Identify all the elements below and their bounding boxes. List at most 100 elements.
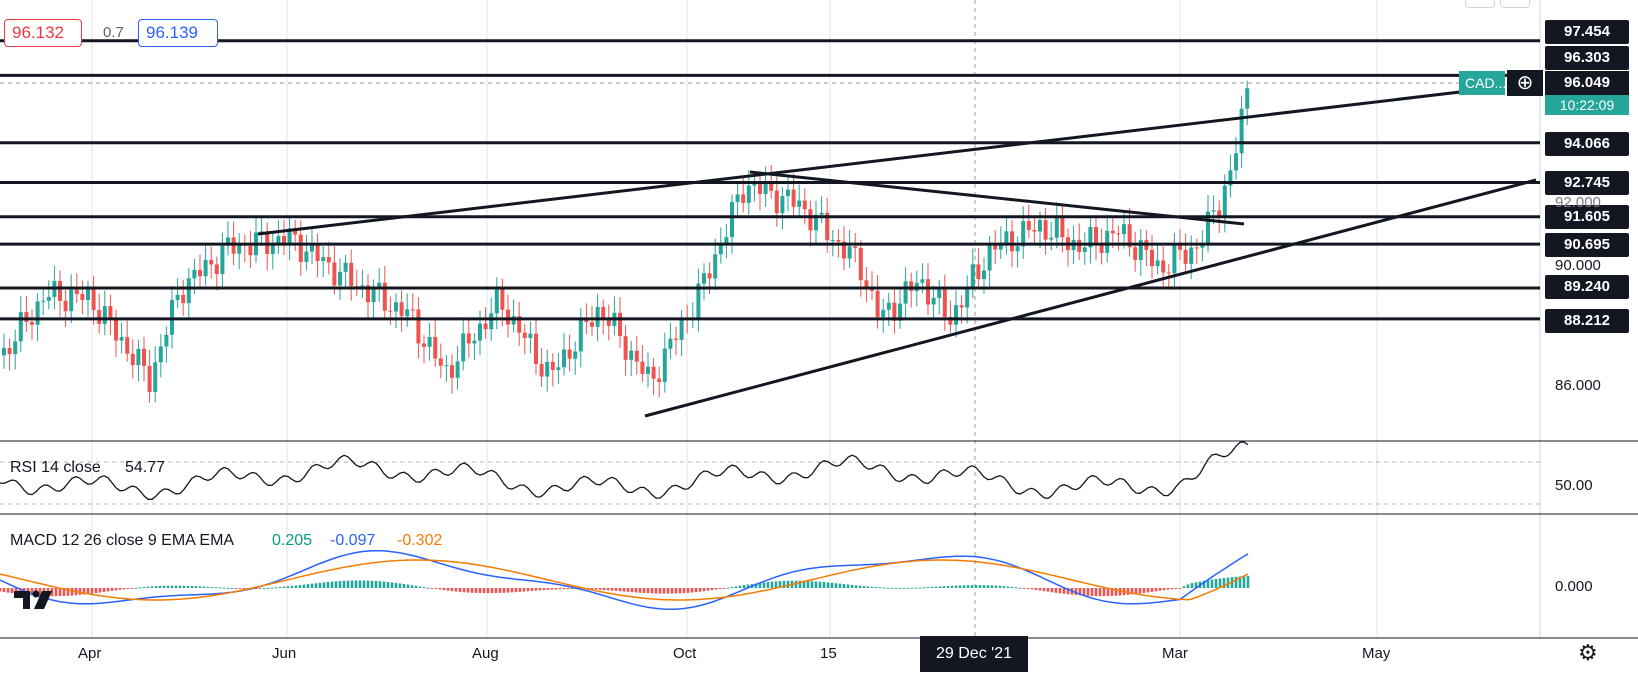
top-button-2[interactable]	[1500, 0, 1530, 8]
bid-price[interactable]: 96.132	[4, 19, 82, 47]
macd-histogram-bar	[1134, 588, 1138, 594]
macd-histogram-bar	[1046, 588, 1050, 592]
macd-histogram-bar	[6, 588, 10, 593]
candle-body	[1054, 218, 1059, 238]
candle-body	[483, 323, 488, 330]
candle-body	[662, 348, 667, 382]
macd-histogram-bar	[1246, 575, 1250, 588]
macd-histogram-bar	[430, 588, 434, 589]
macd-histogram-bar	[334, 581, 338, 588]
macd-histogram-bar	[746, 584, 750, 588]
x-axis-label: Jun	[272, 645, 297, 662]
rsi-pane	[0, 441, 1540, 505]
macd-histogram-bar	[390, 582, 394, 588]
candle-body	[153, 362, 158, 393]
macd-histogram-bar	[166, 585, 170, 588]
candle-body	[91, 288, 96, 311]
macd-histogram-bar	[562, 588, 566, 590]
macd-histogram-bar	[434, 588, 438, 589]
macd-histogram-bar	[1222, 577, 1226, 588]
candle-body	[735, 194, 740, 203]
macd-histogram-bar	[90, 588, 94, 594]
macd-histogram-bar	[986, 585, 990, 588]
macd-title[interactable]: MACD 12 26 close 9 EMA EMA	[10, 532, 235, 549]
candle-body	[970, 264, 975, 287]
macd-histogram-bar	[802, 580, 806, 588]
candle-body	[394, 302, 398, 312]
macd-histogram-bar	[826, 582, 830, 588]
macd-histogram-bar	[998, 585, 1002, 588]
macd-histogram-bar	[482, 588, 486, 594]
macd-histogram-bar	[834, 583, 838, 588]
macd-histogram-bar	[314, 583, 318, 588]
macd-histogram-bar	[242, 588, 246, 589]
macd-histogram-bar	[82, 588, 86, 595]
macd-histogram-bar	[142, 587, 146, 589]
macd-histogram-bar	[262, 587, 266, 589]
macd-histogram-bar	[226, 587, 230, 589]
macd-histogram-bar	[1234, 576, 1238, 588]
rsi-title[interactable]: RSI 14 close	[10, 459, 101, 476]
symbol-badge[interactable]: CAD...	[1459, 71, 1505, 95]
candle-body	[24, 312, 29, 322]
macd-histogram-bar	[710, 588, 714, 591]
candle-body	[1049, 237, 1054, 240]
level-label: 90.695	[1545, 233, 1629, 257]
level-label: 88.212	[1545, 309, 1629, 333]
macd-histogram-bar	[914, 587, 918, 589]
macd-histogram-bar	[1114, 588, 1118, 596]
candle-body	[349, 262, 354, 287]
macd-value: 0.205	[272, 532, 313, 549]
macd-line	[0, 549, 1249, 611]
macd-histogram-bar	[202, 586, 206, 588]
candle-body	[276, 236, 281, 244]
candle-body	[998, 242, 1003, 250]
candle-body	[1217, 210, 1222, 217]
macd-histogram-bar	[138, 587, 142, 589]
macd-histogram-bar	[686, 588, 690, 593]
macd-histogram-bar	[930, 586, 934, 588]
macd-histogram-bar	[234, 588, 238, 589]
candle-body	[444, 365, 449, 367]
macd-histogram-bar	[534, 588, 538, 591]
candle-body	[842, 241, 846, 259]
macd-histogram-bar	[886, 587, 890, 589]
candle-body	[472, 340, 477, 344]
macd-histogram-bar	[526, 588, 530, 592]
macd-histogram-bar	[838, 583, 842, 588]
macd-histogram-bar	[1130, 588, 1134, 595]
macd-histogram-bar	[702, 588, 706, 592]
macd-histogram-bar	[518, 588, 522, 592]
candle-body	[1010, 231, 1014, 252]
top-button-1[interactable]	[1465, 0, 1495, 8]
macd-histogram-bar	[502, 588, 506, 593]
macd-histogram-bar	[1190, 583, 1194, 588]
macd-histogram-bar	[422, 587, 426, 589]
macd-histogram-bar	[498, 588, 502, 593]
macd-signal-value: -0.097	[330, 532, 376, 549]
macd-histogram-bar	[198, 586, 202, 588]
candle-body	[433, 336, 438, 359]
candle-body	[304, 251, 309, 262]
ask-price[interactable]: 96.139	[138, 19, 218, 47]
macd-histogram-bar	[626, 588, 630, 592]
candle-body	[875, 290, 880, 318]
macd-histogram-bar	[1054, 588, 1058, 593]
candle-body	[886, 302, 891, 310]
plus-circle-icon[interactable]: ⊕	[1507, 70, 1543, 96]
candle-body	[164, 334, 169, 347]
macd-histogram-bar	[854, 585, 858, 588]
candle-body	[7, 347, 12, 355]
macd-histogram-bar	[670, 588, 674, 594]
macd-histogram-bar	[254, 588, 258, 589]
candle-body	[528, 333, 533, 338]
candle-body	[147, 365, 152, 393]
candle-body	[920, 279, 925, 283]
candle-body	[763, 181, 768, 195]
gear-icon[interactable]: ⚙	[1578, 640, 1598, 665]
macd-histogram-bar	[86, 588, 90, 595]
macd-histogram-bar	[134, 587, 138, 589]
level-label: 89.240	[1545, 275, 1629, 299]
